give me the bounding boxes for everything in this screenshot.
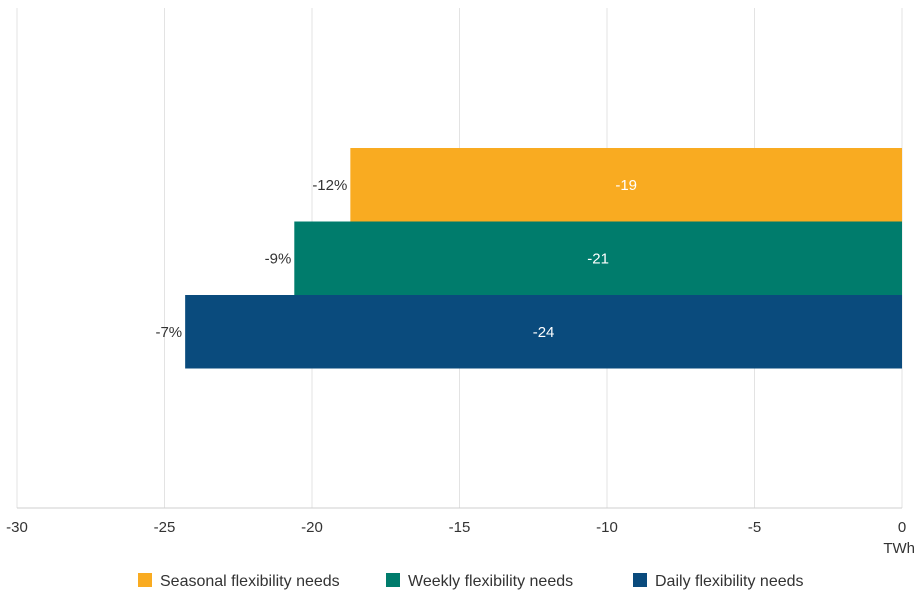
x-tick-label: 0: [898, 519, 906, 536]
bar: [350, 148, 903, 222]
x-tick-label: -15: [449, 519, 471, 536]
bar: [185, 295, 902, 369]
legend-label: Seasonal flexibility needs: [160, 573, 340, 590]
bar-percent-label: -9%: [265, 250, 292, 267]
x-tick-label: -5: [748, 519, 761, 536]
legend-swatch: [138, 573, 152, 587]
bar-value-label: -19: [615, 177, 637, 194]
bar-percent-label: -12%: [312, 177, 347, 194]
legend-label: Daily flexibility needs: [655, 573, 804, 590]
legend-item: Daily flexibility needs: [633, 573, 804, 590]
bar: [294, 221, 902, 295]
x-axis-ticks: -30 -25 -20 -15 -10 -5 0: [6, 519, 906, 536]
bar-percent-label: -7%: [155, 324, 182, 341]
x-tick-label: -20: [301, 519, 323, 536]
bar-value-label: -24: [533, 324, 555, 341]
bars-group: -19 -12% -21 -9% -24 -7%: [155, 148, 903, 369]
legend-item: Weekly flexibility needs: [386, 573, 573, 590]
legend-swatch: [633, 573, 647, 587]
legend-item: Seasonal flexibility needs: [138, 573, 340, 590]
legend-label: Weekly flexibility needs: [408, 573, 573, 590]
bar-value-label: -21: [587, 250, 609, 267]
x-tick-label: -30: [6, 519, 28, 536]
x-tick-label: -25: [154, 519, 176, 536]
legend: Seasonal flexibility needs Weekly flexibi…: [138, 573, 804, 590]
x-tick-label: -10: [596, 519, 618, 536]
x-axis-unit-label: TWh: [883, 540, 915, 557]
legend-swatch: [386, 573, 400, 587]
